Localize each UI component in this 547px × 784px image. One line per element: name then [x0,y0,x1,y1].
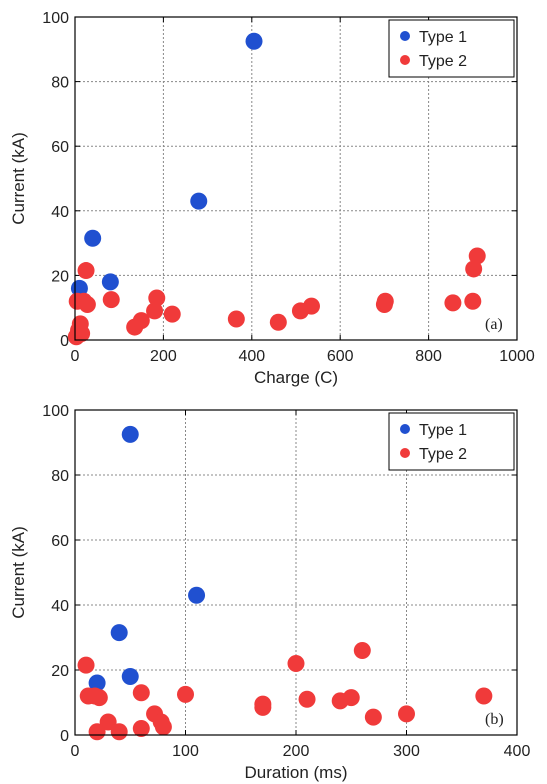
y-axis-label: Current (kA) [9,526,28,619]
data-point [468,247,486,265]
data-point [84,229,102,247]
data-point [353,642,371,659]
data-point [444,294,462,312]
data-point [298,690,316,708]
data-point [342,689,360,707]
y-tick-label: 60 [51,533,69,550]
y-tick-label: 0 [60,728,69,745]
x-tick-label: 0 [71,348,80,365]
plot-frame [74,409,518,736]
legend: Type 1 Type 2 [388,412,515,471]
series-type-2 [67,247,486,346]
data-point [254,695,272,713]
x-tick-label: 1000 [499,348,535,365]
data-point [78,295,96,313]
data-point [287,655,305,672]
y-tick-label: 60 [51,139,69,156]
data-point [110,624,128,642]
legend-marker [400,448,410,458]
data-point [110,723,128,741]
y-tick-label: 40 [51,598,69,615]
data-point [101,273,119,291]
y-tick-label: 100 [42,403,69,420]
data-point [88,674,106,692]
legend-label: Type 1 [419,422,467,439]
panel-label: (a) [485,316,503,333]
legend-marker [400,55,410,65]
legend-label: Type 2 [419,53,467,70]
data-point [88,723,106,741]
data-point [245,32,263,50]
data-point [132,312,150,330]
legend-marker [400,31,410,41]
y-tick-label: 0 [60,333,69,350]
x-tick-label: 400 [238,348,265,365]
data-point [148,289,166,307]
data-point [475,687,493,705]
x-tick-label: 100 [172,743,199,760]
data-point [73,325,91,343]
data-point [102,291,120,309]
legend: Type 1 Type 2 [388,19,515,78]
x-axis-label: Duration (ms) [245,763,348,782]
data-point [90,689,108,707]
panel-label: (b) [485,711,504,728]
legend-label: Type 2 [419,446,467,463]
x-axis-label: Charge (C) [254,368,338,387]
legend-box [388,19,515,78]
y-tick-label: 20 [51,663,69,680]
x-tick-label: 200 [283,743,310,760]
data-point [269,313,287,331]
data-point [163,305,181,323]
data-point [121,425,139,443]
x-tick-label: 400 [504,743,531,760]
legend-box [388,412,515,471]
x-tick-label: 0 [71,743,80,760]
data-point [398,705,415,723]
series-type-1 [70,32,263,297]
chart-panel-2: 0 100 200 300 400 0 20 40 60 80 100 Duration (ms) Cu… [9,403,530,782]
data-point [146,302,164,320]
data-point [121,668,139,685]
data-point [376,292,394,310]
y-tick-label: 80 [51,75,69,92]
legend-label: Type 1 [419,29,467,46]
chart-panel-1: 0 200 400 600 800 1000 0 20 40 60 80 100 Charge (C) C… [9,10,535,387]
data-point [464,292,482,310]
data-point [190,192,208,210]
series-type-2 [77,642,493,741]
data-point [132,684,150,702]
data-point [177,685,194,703]
legend-marker [400,424,410,434]
x-tick-label: 300 [393,743,420,760]
y-tick-label: 20 [51,268,69,285]
data-point [227,310,245,328]
x-tick-label: 600 [327,348,354,365]
x-tick-label: 200 [150,348,177,365]
data-point [188,586,206,604]
data-point [132,720,150,737]
data-point [77,656,95,674]
y-tick-label: 100 [42,10,69,27]
y-tick-label: 40 [51,204,69,221]
data-point [465,260,483,278]
y-tick-label: 80 [51,468,69,485]
y-axis-label: Current (kA) [9,132,28,225]
plot-frame [74,16,518,341]
x-tick-label: 800 [415,348,442,365]
data-point [364,708,382,726]
data-point [99,713,117,731]
data-point [154,718,172,736]
data-point [77,262,95,280]
data-point [302,297,320,315]
series-type-1 [88,425,206,692]
